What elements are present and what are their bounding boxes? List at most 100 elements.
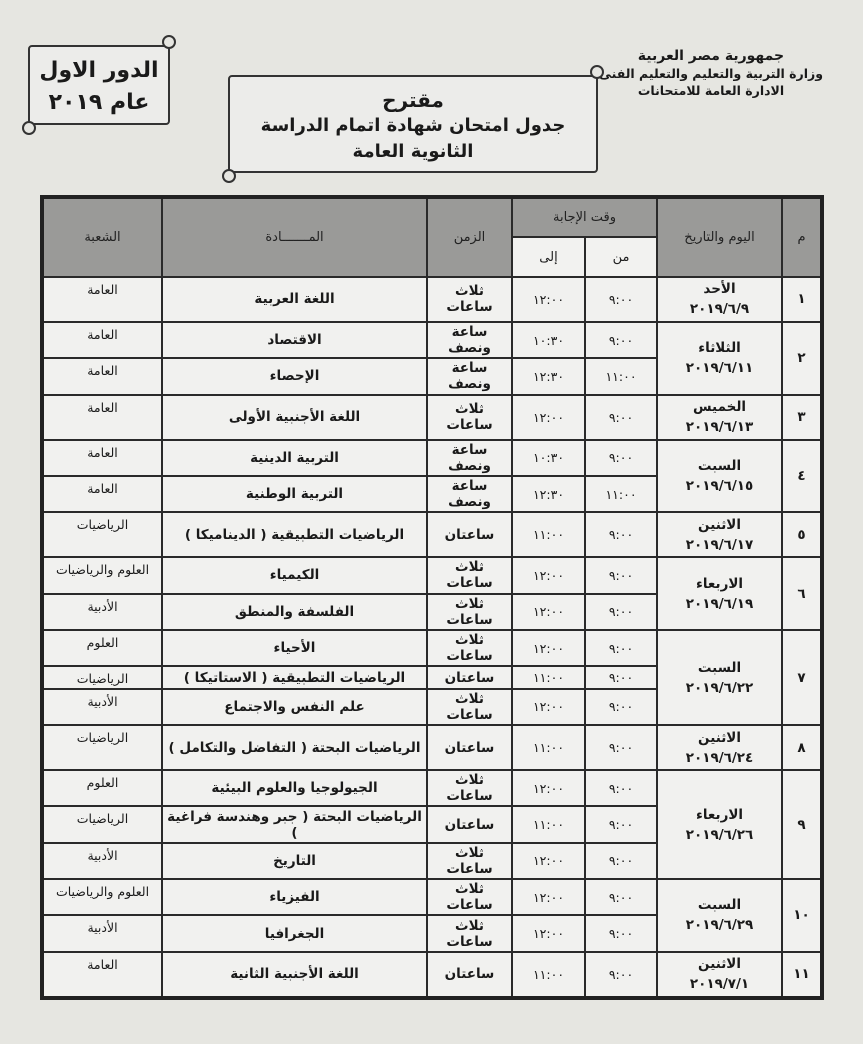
start-time: ٩:٠٠	[584, 950, 659, 1000]
table-row: ٩:٠٠ ١١:٠٠ ساعتان الرياضيات البحتة ( جبر وه…	[41, 805, 822, 844]
start-time: ٩:٠٠	[584, 592, 659, 631]
day-name: السبت	[697, 659, 742, 676]
day-date-cell: الاثنين ٢٠١٩/٧/١	[656, 950, 784, 1000]
table-row: ١ الأحد ٢٠١٩/٦/٩ ٩:٠٠ ١٢:٠٠ ثلاث ساعات اللغة ا…	[41, 276, 824, 323]
subject: الفيزياء	[161, 878, 428, 917]
table-row: ٤ السبت ٢٠١٩/٦/١٥ ٩:٠٠ ١٠:٣٠ ساعة ونصف التربية…	[41, 438, 824, 514]
subject: التربية الدينية	[161, 438, 428, 477]
duration: ساعة ونصف	[426, 438, 513, 477]
day-name: الاثنين	[698, 729, 741, 746]
duration: ساعة ونصف	[426, 474, 513, 514]
duration: ثلاث ساعات	[426, 556, 513, 595]
start-time: ٩:٠٠	[584, 769, 659, 808]
branch: الرياضيات	[41, 665, 163, 690]
org-line: الادارة العامة للامتحانات	[637, 83, 785, 98]
end-time: ١٠:٣٠	[510, 438, 587, 477]
schedule-body: ١ الأحد ٢٠١٩/٦/٩ ٩:٠٠ ١٢:٠٠ ثلاث ساعات اللغة ا…	[41, 276, 824, 1000]
title-banner: مقترح جدول امتحان شهادة اتمام الدراسة ال…	[222, 65, 604, 183]
day-number: ٥	[781, 511, 824, 559]
end-time: ١١:٠٠	[510, 511, 587, 559]
title-top: مقترح	[382, 88, 444, 112]
duration: ثلاث ساعات	[426, 276, 513, 323]
duration: ساعتان	[426, 724, 513, 772]
end-time: ١٢:٠٠	[510, 393, 587, 441]
start-time: ٩:٠٠	[584, 665, 659, 690]
branch: الأدبية	[41, 914, 163, 953]
start-time: ٩:٠٠	[584, 724, 659, 772]
end-time: ١٠:٣٠	[510, 320, 587, 360]
subject: اللغة العربية	[161, 276, 428, 323]
end-time: ١٢:٠٠	[510, 914, 587, 953]
subject: التربية الوطنية	[161, 474, 428, 514]
branch: الأدبية	[41, 841, 163, 881]
subject: الرياضيات التطبيقية ( الديناميكا )	[161, 511, 428, 559]
table-row: ٢ الثلاثاء ٢٠١٩/٦/١١ ٩:٠٠ ١٠:٣٠ ساعة ونصف الاق…	[41, 320, 824, 396]
table-row: ٩:٠٠ ١٢:٠٠ ثلاث ساعات التاريخ الأدبية	[41, 841, 822, 881]
header-day-date: اليوم والتاريخ	[656, 196, 784, 278]
session-banner: الدور الاول عام ٢٠١٩	[22, 35, 176, 135]
day-name: الاثنين	[698, 516, 741, 533]
duration: ساعتان	[426, 511, 513, 559]
day-number: ٦	[781, 556, 824, 631]
header-to: إلى	[510, 236, 587, 278]
start-time: ٩:٠٠	[584, 320, 659, 360]
day-number: ١٠	[781, 878, 824, 953]
day-date-cell: الاثنين ٢٠١٩/٦/١٧	[656, 511, 784, 559]
header-duration: الزمن	[426, 196, 513, 278]
day-date-cell: السبت ٢٠١٩/٦/٢٢	[656, 628, 784, 727]
duration: ثلاث ساعات	[426, 628, 513, 668]
subject: اللغة الأجنبية الأولى	[161, 393, 428, 441]
end-time: ١٢:٠٠	[510, 276, 587, 323]
branch: العامة	[41, 950, 163, 1000]
duration: ساعتان	[426, 950, 513, 1000]
end-time: ١١:٠٠	[510, 665, 587, 690]
day-number: ٤	[781, 438, 824, 514]
day-date-cell: الثلاثاء ٢٠١٩/٦/١١	[656, 320, 784, 396]
branch: العلوم والرياضيات	[41, 878, 163, 917]
duration: ساعة ونصف	[426, 357, 513, 396]
duration: ثلاث ساعات	[426, 914, 513, 953]
subject: الجيولوجيا والعلوم البيئية	[161, 769, 428, 808]
day-name: السبت	[697, 457, 742, 474]
duration: ثلاث ساعات	[426, 592, 513, 631]
subject: الرياضيات البحتة ( جبر وهندسة فراغية )	[161, 805, 428, 844]
start-time: ٩:٠٠	[584, 438, 659, 477]
exam-date: ٢٠١٩/٦/٢٢	[685, 679, 754, 696]
branch: الرياضيات	[41, 805, 163, 844]
scroll-curl-decoration	[22, 121, 36, 135]
duration: ساعة ونصف	[426, 320, 513, 360]
subject: علم النفس والاجتماع	[161, 687, 428, 727]
day-date-cell: الخميس ٢٠١٩/٦/١٣	[656, 393, 784, 441]
day-date-cell: السبت ٢٠١٩/٦/١٥	[656, 438, 784, 514]
end-time: ١٢:٠٠	[510, 592, 587, 631]
header-subject: المـــــــادة	[161, 196, 428, 278]
day-number: ١	[781, 276, 824, 323]
day-name: الأحد	[703, 281, 736, 298]
day-number: ٣	[781, 393, 824, 441]
start-time: ١١:٠٠	[584, 357, 659, 396]
header-branch: الشعبة	[41, 196, 163, 278]
end-time: ١٢:٠٠	[510, 769, 587, 808]
org-line: وزارة التربية والتعليم والتعليم الفنى	[598, 66, 823, 81]
branch: الأدبية	[41, 687, 163, 727]
branch: الأدبية	[41, 592, 163, 631]
branch: العامة	[41, 393, 163, 441]
header-answer-time: وقت الإجابة	[510, 196, 659, 238]
subject: الجغرافيا	[161, 914, 428, 953]
day-number: ٩	[781, 769, 824, 881]
table-row: ٨ الاثنين ٢٠١٩/٦/٢٤ ٩:٠٠ ١١:٠٠ ساعتان الرياضيا…	[41, 724, 824, 772]
subject: الفلسفة والمنطق	[161, 592, 428, 631]
table-row: ٥ الاثنين ٢٠١٩/٦/١٧ ٩:٠٠ ١١:٠٠ ساعتان الرياضيا…	[41, 511, 824, 559]
table-row: ٩:٠٠ ١٢:٠٠ ثلاث ساعات الجغرافيا الأدبية	[41, 914, 822, 953]
exam-date: ٢٠١٩/٦/٢٩	[685, 917, 754, 934]
title-line-1: جدول امتحان شهادة اتمام الدراسة	[260, 115, 566, 136]
day-number: ٨	[781, 724, 824, 772]
subject: الرياضيات البحتة ( التفاضل والتكامل )	[161, 724, 428, 772]
branch: العلوم والرياضيات	[41, 556, 163, 595]
start-time: ٩:٠٠	[584, 556, 659, 595]
session-year: عام ٢٠١٩	[48, 90, 150, 115]
table-row: ١١:٠٠ ١٢:٣٠ ساعة ونصف التربية الوطنية العامة	[41, 474, 822, 514]
subject: التاريخ	[161, 841, 428, 881]
day-number: ٢	[781, 320, 824, 396]
branch: العامة	[41, 357, 163, 396]
